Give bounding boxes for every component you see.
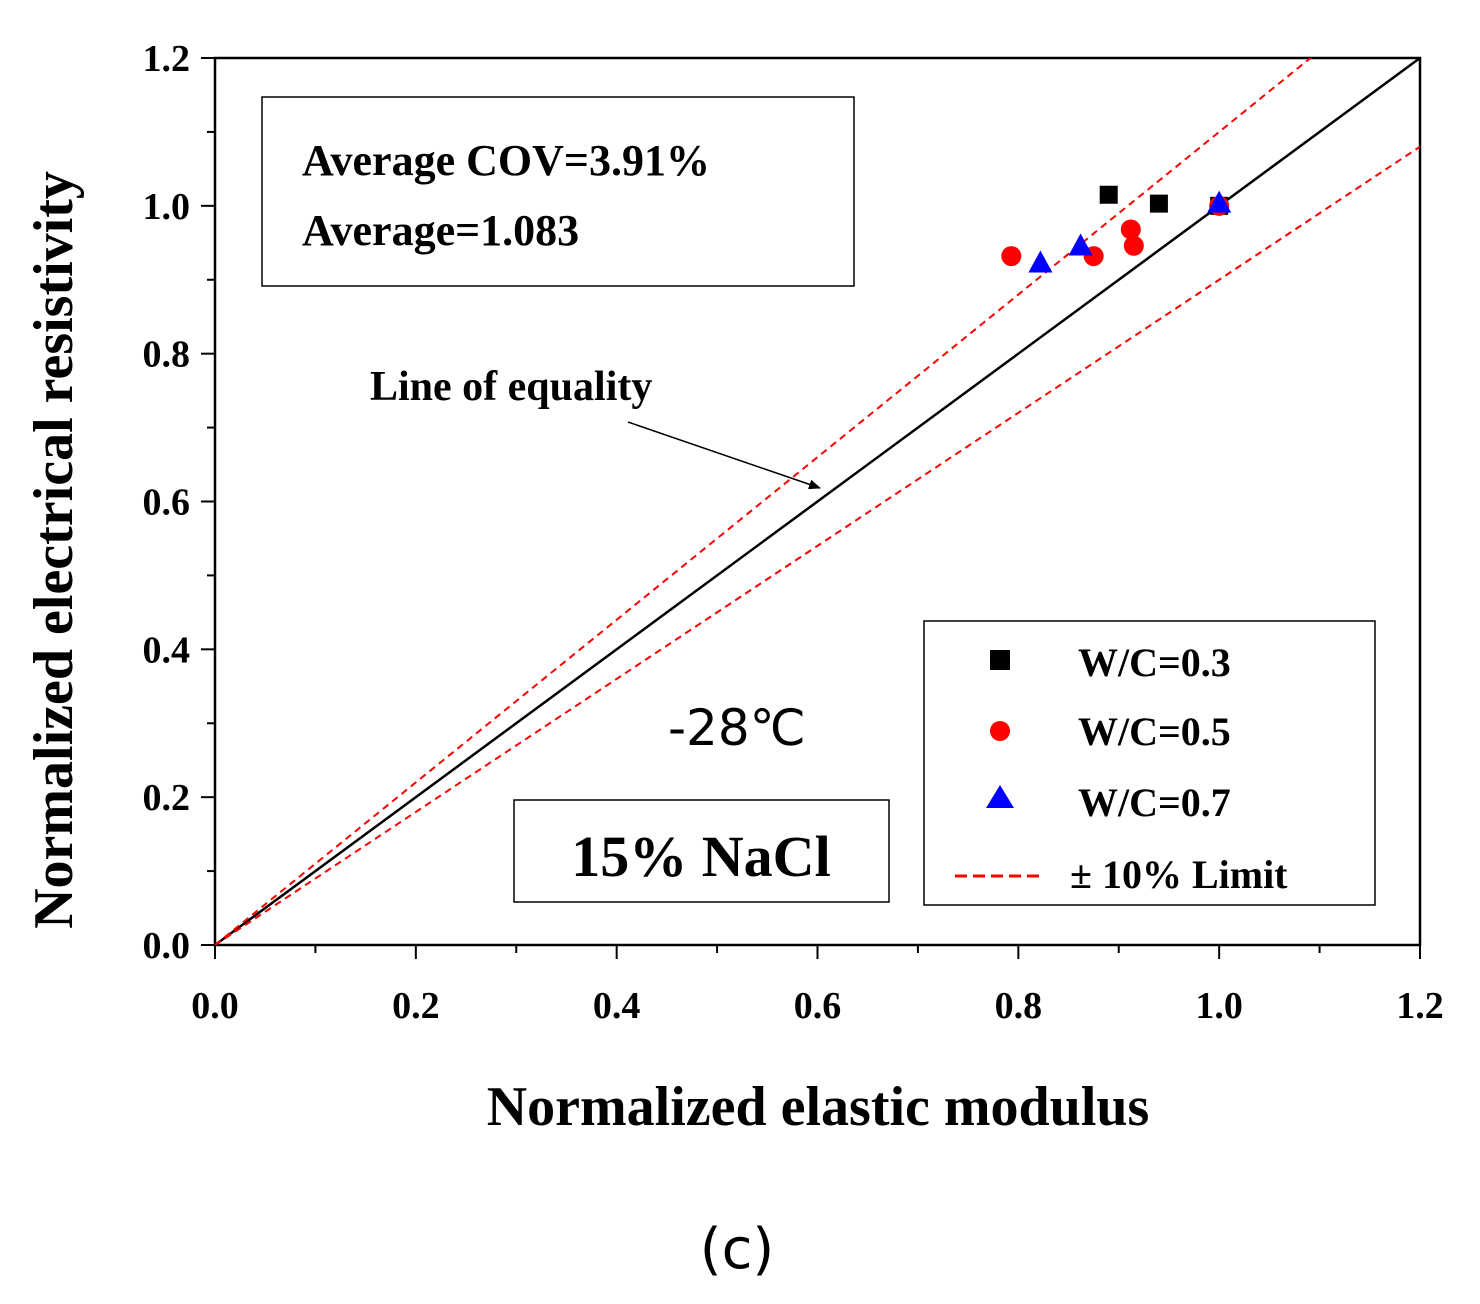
x-tick-label: 0.4 xyxy=(593,985,641,1027)
data-points xyxy=(1001,185,1232,273)
y-axis-ticks: 0.0 0.2 0.4 0.6 0.8 1.0 1.2 xyxy=(143,38,215,967)
legend-label-wc-03: W/C=0.3 xyxy=(1078,640,1231,685)
y-tick-label: 0.0 xyxy=(143,925,191,967)
data-point-square xyxy=(1149,194,1168,213)
solution-box xyxy=(513,799,890,903)
data-point-circle xyxy=(1123,235,1144,256)
panel-label: (c) xyxy=(700,1217,774,1282)
data-point-triangle xyxy=(1207,190,1232,213)
x-tick-label: 0.8 xyxy=(995,985,1043,1027)
stats-box xyxy=(261,96,855,287)
line-of-equality xyxy=(215,58,1420,945)
legend-marker-square xyxy=(990,650,1010,670)
solution-label: 15% NaCl xyxy=(571,824,830,889)
data-point-triangle xyxy=(1068,233,1093,256)
legend-box xyxy=(923,620,1376,906)
data-point-triangle xyxy=(1028,250,1053,273)
y-tick-label: 1.2 xyxy=(143,38,191,80)
legend-marker-circle xyxy=(990,721,1010,741)
data-point-square xyxy=(1099,185,1118,204)
x-tick-label: 0.2 xyxy=(392,985,440,1027)
legend-label-wc-05: W/C=0.5 xyxy=(1078,709,1231,754)
x-tick-label: 1.0 xyxy=(1195,985,1243,1027)
x-tick-label: 1.2 xyxy=(1396,985,1444,1027)
stats-average-cov: Average COV=3.91% xyxy=(302,136,710,185)
y-tick-label: 0.2 xyxy=(143,777,191,819)
x-axis-title: Normalized elastic modulus xyxy=(487,1076,1150,1138)
line-of-equality-label: Line of equality xyxy=(370,364,652,410)
y-axis-title: Normalized electrical resistivity xyxy=(23,171,85,929)
stats-average: Average=1.083 xyxy=(302,206,579,255)
legend-label-limit: ± 10% Limit xyxy=(1070,852,1288,897)
legend-label-wc-07: W/C=0.7 xyxy=(1078,780,1231,825)
x-axis-ticks: 0.0 0.2 0.4 0.6 0.8 1.0 1.2 xyxy=(191,945,1444,1027)
legend-marker-triangle xyxy=(986,785,1014,808)
y-tick-label: 0.4 xyxy=(143,629,191,671)
x-tick-label: 0.0 xyxy=(191,985,239,1027)
temperature-label: -28℃ xyxy=(668,699,806,757)
upper-10-percent-limit-line xyxy=(215,58,1313,945)
y-tick-label: 0.8 xyxy=(143,334,191,376)
lower-10-percent-limit-line xyxy=(215,145,1420,945)
x-tick-label: 0.6 xyxy=(794,985,842,1027)
y-tick-label: 1.0 xyxy=(143,186,191,228)
line-of-equality-arrow xyxy=(627,421,821,490)
data-point-circle xyxy=(1120,219,1141,240)
y-tick-label: 0.6 xyxy=(143,482,191,524)
data-point-circle xyxy=(1001,246,1022,267)
